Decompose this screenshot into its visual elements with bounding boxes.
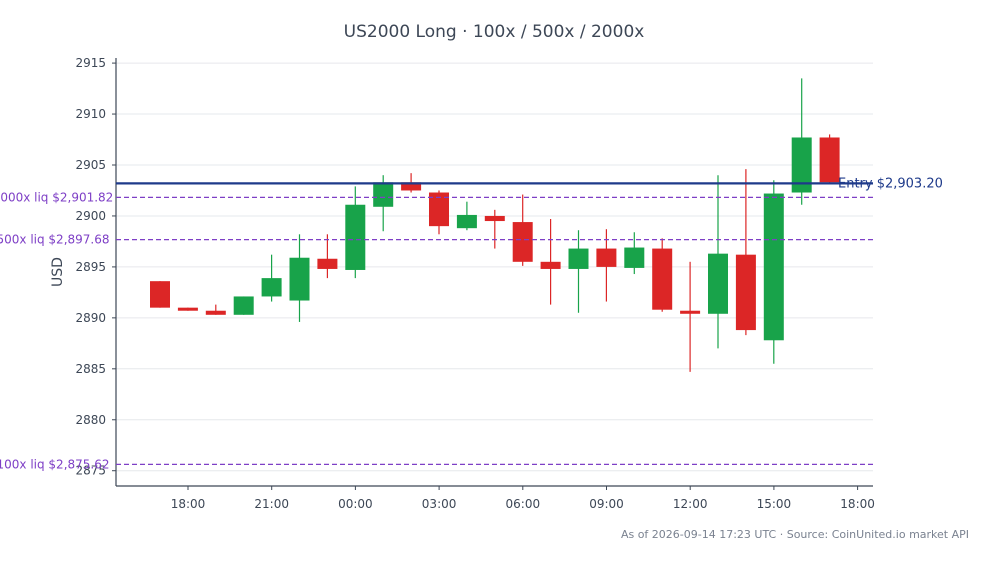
candle (205, 304, 226, 315)
entry-label: Entry $2,903.20 (838, 176, 943, 191)
candle (540, 219, 561, 305)
y-tick-label: 2910 (75, 107, 106, 121)
x-tick-label: 18:00 (840, 497, 875, 511)
y-tick-label: 2900 (75, 209, 106, 223)
candle (484, 209, 505, 249)
y-tick-label: 2885 (75, 362, 106, 376)
candle-body (317, 258, 338, 269)
x-axis-ticks: 18:00 21:00 00:00 03:00 06:00 09:00 12:00 15:00… (171, 486, 875, 511)
candle-body (401, 182, 422, 191)
candle-body (596, 248, 617, 267)
y-tick-label: 2880 (75, 413, 106, 427)
candle (289, 234, 310, 322)
candle-body (289, 257, 310, 301)
candle (512, 194, 533, 266)
y-tick-label: 2890 (75, 311, 106, 325)
candle (791, 78, 812, 205)
candle (456, 201, 477, 231)
x-tick-label: 09:00 (589, 497, 624, 511)
candles (150, 78, 840, 372)
y-axis-ticks: 2875 2880 2885 2890 2895 2900 2905 2910 2915 (75, 56, 116, 478)
candle (150, 281, 170, 308)
candle (708, 175, 728, 349)
x-tick-label: 21:00 (254, 497, 289, 511)
candle (373, 175, 394, 232)
candle-body (429, 192, 449, 227)
candle-body (763, 193, 784, 341)
liquidation-label: 500x liq $2,897.68 (0, 233, 110, 247)
candle-body (484, 215, 505, 222)
candle-body (652, 248, 673, 310)
x-tick-label: 06:00 (506, 497, 541, 511)
candle (177, 307, 198, 311)
candle-body (373, 182, 394, 207)
candle-body (345, 204, 366, 270)
candle (735, 169, 756, 336)
liquidation-label: 2000x liq $2,901.82 (0, 190, 113, 204)
candle-body (708, 253, 728, 314)
candle-body (624, 247, 645, 268)
y-tick-label: 2875 (75, 464, 106, 478)
chart-title: US2000 Long · 100x / 500x / 2000x (344, 22, 645, 42)
candle-body (680, 310, 701, 314)
y-tick-label: 2915 (75, 56, 106, 70)
candle-body (233, 296, 254, 315)
candle-body (456, 214, 477, 229)
candle (596, 229, 617, 302)
candle-body (735, 254, 756, 331)
source-footer: As of 2026-09-14 17:23 UTC · Source: Coi… (621, 528, 969, 541)
candle-body (150, 281, 170, 308)
candle-body (540, 261, 561, 269)
y-axis-label: USD (50, 257, 66, 287)
axes (115, 58, 873, 487)
candle-body (512, 222, 533, 262)
candle (680, 261, 701, 372)
candle (233, 296, 254, 315)
x-tick-label: 12:00 (673, 497, 708, 511)
candle (261, 254, 282, 302)
candle-body (177, 307, 198, 311)
candle (819, 134, 840, 184)
x-tick-label: 18:00 (171, 497, 206, 511)
y-tick-label: 2905 (75, 158, 106, 172)
candle-body (261, 278, 282, 297)
liquidation-label: 100x liq $2,875.62 (0, 457, 110, 471)
candle (568, 230, 589, 313)
x-tick-label: 00:00 (338, 497, 373, 511)
candle (624, 232, 645, 275)
candle-body (205, 310, 226, 315)
grid (116, 62, 873, 472)
candle-body (819, 137, 840, 183)
candle (345, 186, 366, 279)
candle (763, 180, 784, 364)
x-tick-label: 03:00 (422, 497, 457, 511)
y-tick-label: 2895 (75, 260, 106, 274)
candle-body (791, 137, 812, 193)
price-levels: 2000x liq $2,901.82 500x liq $2,897.68 100… (0, 176, 943, 471)
x-tick-label: 15:00 (757, 497, 792, 511)
candle (652, 238, 673, 312)
candle (317, 234, 338, 279)
candle-body (568, 248, 589, 269)
